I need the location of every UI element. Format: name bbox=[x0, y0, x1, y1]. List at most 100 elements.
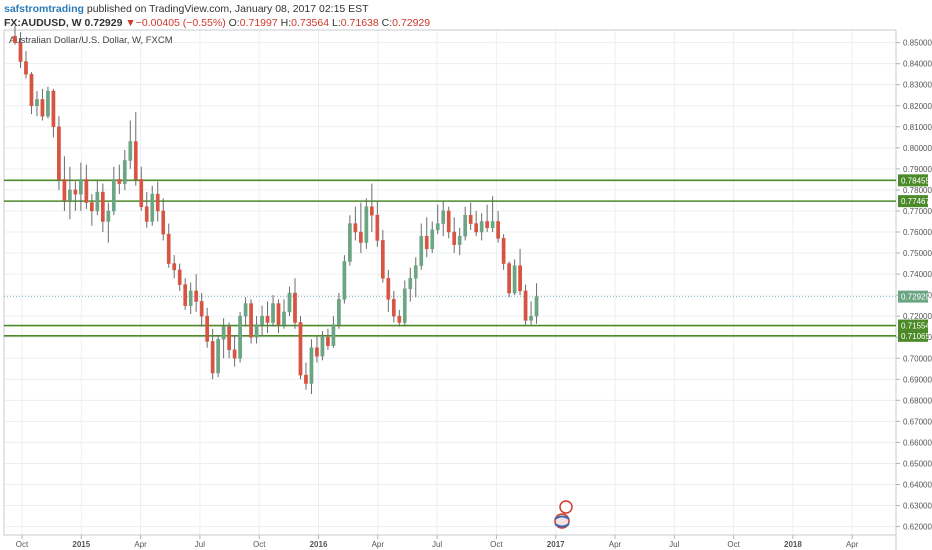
level-tag bbox=[898, 174, 928, 187]
candle bbox=[177, 263, 182, 291]
candle-body bbox=[375, 214, 380, 241]
candle bbox=[304, 362, 308, 390]
chart-grid bbox=[4, 30, 896, 535]
candle bbox=[397, 309, 402, 327]
candle bbox=[139, 166, 144, 211]
candle bbox=[430, 221, 435, 254]
candle bbox=[57, 116, 61, 190]
candle-body bbox=[512, 265, 517, 294]
candle-body bbox=[139, 179, 144, 207]
level-tag bbox=[898, 195, 928, 208]
high-label: H: bbox=[280, 17, 292, 29]
candle-body bbox=[430, 229, 435, 250]
candle-body bbox=[413, 265, 418, 279]
open-value: 0.71997 bbox=[239, 17, 278, 29]
candle-body bbox=[62, 179, 67, 201]
close-value: 0.72929 bbox=[392, 17, 431, 29]
candle bbox=[435, 204, 440, 235]
candle-body bbox=[304, 374, 308, 384]
candle-body bbox=[485, 221, 489, 229]
x-tick-label: Oct bbox=[727, 540, 740, 549]
x-tick-label: 2015 bbox=[72, 540, 90, 549]
candle-body bbox=[337, 299, 341, 325]
axes: 0.85000 0.84000 0.83000 0.82000 0.81000 0.800… bbox=[16, 39, 932, 549]
author-link[interactable]: safstromtrading bbox=[4, 3, 84, 15]
last-price-tag bbox=[898, 290, 928, 303]
candle-body bbox=[29, 73, 34, 106]
candle bbox=[51, 88, 56, 138]
candle-body bbox=[331, 324, 336, 346]
candle-body bbox=[46, 90, 50, 117]
candle-body bbox=[402, 288, 407, 323]
candle bbox=[424, 217, 429, 258]
candle-body bbox=[144, 206, 149, 222]
level-tag bbox=[898, 319, 928, 332]
candle bbox=[534, 283, 539, 324]
level-label: 0.71554 bbox=[901, 322, 930, 331]
candle-body bbox=[227, 326, 231, 351]
y-tick-label: 0.70000 bbox=[903, 354, 932, 363]
candle bbox=[331, 316, 336, 348]
candle bbox=[249, 299, 253, 344]
candle-body bbox=[441, 210, 446, 224]
candle-body bbox=[435, 223, 440, 231]
x-tick-label: 2017 bbox=[547, 540, 565, 549]
x-tick-label: Oct bbox=[253, 540, 266, 549]
candle-body bbox=[518, 265, 522, 292]
y-tick-label: 0.81000 bbox=[903, 123, 932, 132]
y-tick-label: 0.64000 bbox=[903, 481, 932, 490]
candle-body bbox=[397, 315, 402, 323]
candle-body bbox=[161, 210, 166, 235]
y-tick-label: 0.78000 bbox=[903, 186, 932, 195]
candle-body bbox=[479, 221, 484, 233]
candle-body bbox=[249, 303, 253, 338]
candle bbox=[111, 166, 116, 216]
chart-header: safstromtrading published on TradingView… bbox=[0, 0, 932, 30]
high-value: 0.73564 bbox=[291, 17, 330, 29]
candle bbox=[227, 322, 231, 359]
candle bbox=[84, 164, 89, 209]
candle-body bbox=[100, 191, 105, 222]
candle-body bbox=[474, 223, 479, 233]
y-tick-label: 0.84000 bbox=[903, 60, 932, 69]
candle-body bbox=[293, 292, 297, 323]
x-tick-label: Jul bbox=[195, 540, 205, 549]
candle-body bbox=[309, 347, 314, 384]
candle bbox=[485, 204, 489, 232]
candle bbox=[501, 234, 506, 270]
x-tick-label: Jul bbox=[432, 540, 442, 549]
candle bbox=[24, 51, 28, 79]
candle bbox=[188, 282, 193, 315]
candle-body bbox=[177, 269, 182, 285]
low-label: L: bbox=[332, 17, 341, 29]
candle bbox=[320, 330, 325, 361]
candle-body bbox=[79, 179, 83, 195]
candle bbox=[100, 183, 105, 232]
candle bbox=[133, 112, 138, 186]
candle bbox=[205, 307, 210, 348]
candle-body bbox=[468, 214, 473, 224]
candle bbox=[40, 88, 45, 121]
ohlc-line: FX:AUDUSD, W 0.72929 ▼−0.00405 (−0.55%) … bbox=[4, 17, 430, 29]
candle bbox=[73, 181, 78, 211]
candle-body bbox=[424, 235, 429, 250]
candle-body bbox=[210, 341, 215, 374]
y-tick-label: 0.74000 bbox=[903, 270, 932, 279]
candle-body bbox=[348, 223, 352, 262]
y-tick-label: 0.65000 bbox=[903, 459, 932, 468]
candle bbox=[391, 290, 396, 323]
published-text: published on TradingView.com, January 08… bbox=[86, 3, 369, 15]
x-tick-label: Jul bbox=[669, 540, 679, 549]
candle bbox=[518, 248, 522, 296]
candle bbox=[62, 156, 67, 211]
x-tick-label: Apr bbox=[372, 540, 385, 549]
candle-body bbox=[117, 179, 122, 184]
candle-body bbox=[183, 284, 188, 306]
candle bbox=[18, 32, 23, 68]
candle-body bbox=[95, 191, 100, 212]
candle-body bbox=[457, 235, 462, 245]
candle-body bbox=[320, 336, 325, 357]
candle bbox=[287, 286, 292, 317]
last-price: 0.72929 bbox=[84, 17, 123, 29]
